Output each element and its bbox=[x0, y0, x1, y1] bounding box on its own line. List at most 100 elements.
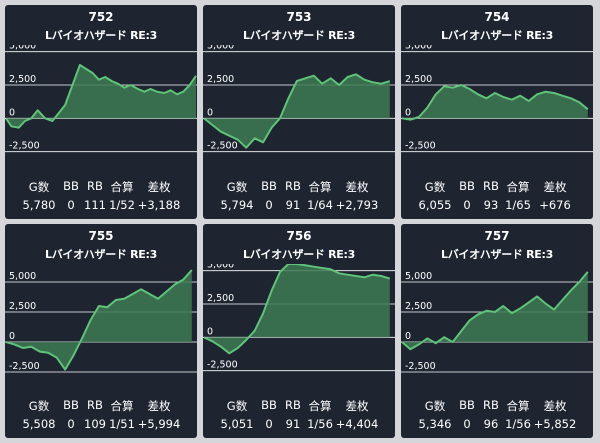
slump-chart: 5,000 2,500 0 -2,500 bbox=[203, 45, 395, 153]
stats-table: G数 BB RB 合算 差枚 5,346 0 96 1/56 +5,852 bbox=[405, 398, 589, 436]
header-diff: 差枚 bbox=[543, 180, 567, 194]
header-games: G数 bbox=[28, 399, 50, 413]
stats-header-row: G数 BB RB 合算 差枚 bbox=[207, 179, 391, 197]
stats-table: G数 BB RB 合算 差枚 6,055 0 93 1/65 +676 bbox=[405, 179, 589, 217]
value-games: 5,508 bbox=[22, 417, 56, 431]
slump-area bbox=[6, 65, 196, 128]
slump-line bbox=[401, 84, 589, 121]
machine-number: 756 bbox=[286, 229, 312, 243]
header-combined: 合算 bbox=[506, 180, 530, 194]
header-rb: RB bbox=[285, 398, 301, 412]
value-games: 5,051 bbox=[220, 417, 254, 431]
header-combined: 合算 bbox=[506, 399, 530, 413]
value-diff: +676 bbox=[539, 198, 571, 212]
value-diff: +2,793 bbox=[335, 198, 379, 212]
machine-card-752[interactable]: 752 Lバイオハザード RE:3 5,000 2,500 0 -2,500 G数 BB RB 合… bbox=[5, 5, 197, 219]
slump-line bbox=[203, 264, 391, 355]
stats-header-row: G数 BB RB 合算 差枚 bbox=[405, 179, 589, 197]
value-rb: 91 bbox=[285, 417, 301, 431]
value-bb: 0 bbox=[265, 198, 273, 212]
machine-name: Lバイオハザード RE:3 bbox=[441, 248, 553, 261]
value-bb: 0 bbox=[463, 198, 471, 212]
y-tick-label: 2,500 bbox=[207, 74, 234, 85]
slump-line bbox=[203, 73, 391, 149]
machine-number: 752 bbox=[88, 10, 114, 24]
y-tick-label: 0 bbox=[9, 331, 15, 342]
slump-line bbox=[401, 271, 589, 351]
slump-area bbox=[402, 271, 588, 350]
stats-header-row: G数 BB RB 合算 差枚 bbox=[9, 398, 193, 416]
value-diff: +3,188 bbox=[137, 198, 181, 212]
machine-name: Lバイオハザード RE:3 bbox=[45, 29, 157, 42]
header-combined: 合算 bbox=[308, 180, 332, 194]
value-bb: 0 bbox=[265, 417, 273, 431]
slump-area bbox=[204, 264, 390, 354]
y-tick-label: 0 bbox=[9, 107, 15, 118]
header-rb: RB bbox=[87, 398, 103, 412]
machine-card-755[interactable]: 755 Lバイオハザード RE:3 5,000 2,500 0 -2,500 G数 BB RB 合… bbox=[5, 224, 197, 438]
slump-line bbox=[5, 269, 193, 371]
machine-card-753[interactable]: 753 Lバイオハザード RE:3 5,000 2,500 0 -2,500 G数 BB RB 合… bbox=[203, 5, 395, 219]
slump-chart: 5,000 2,500 0 -2,500 bbox=[203, 264, 395, 372]
header-combined: 合算 bbox=[110, 399, 134, 413]
value-games: 6,055 bbox=[418, 198, 452, 212]
slump-line bbox=[5, 64, 197, 129]
header-bb: BB bbox=[261, 398, 277, 412]
y-tick-label: -2,500 bbox=[9, 141, 40, 152]
value-games: 5,346 bbox=[418, 417, 452, 431]
machine-name: Lバイオハザード RE:3 bbox=[441, 29, 553, 42]
stats-value-row: 5,794 0 91 1/64 +2,793 bbox=[207, 198, 391, 216]
header-diff: 差枚 bbox=[345, 180, 369, 194]
slump-chart: 5,000 2,500 0 -2,500 bbox=[401, 271, 593, 373]
y-tick-label: 5,000 bbox=[9, 45, 36, 52]
header-rb: RB bbox=[483, 398, 499, 412]
stats-header-row: G数 BB RB 合算 差枚 bbox=[9, 179, 193, 197]
header-games: G数 bbox=[28, 180, 50, 194]
y-tick-label: 0 bbox=[405, 331, 411, 342]
machine-number: 754 bbox=[484, 10, 510, 24]
stats-value-row: 5,780 0 111 1/52 +3,188 bbox=[9, 198, 193, 216]
slump-chart: 5,000 2,500 0 -2,500 bbox=[5, 269, 197, 373]
y-tick-label: 2,500 bbox=[405, 74, 432, 85]
slump-chart: 5,000 2,500 0 -2,500 bbox=[401, 45, 593, 153]
value-diff: +5,994 bbox=[137, 417, 181, 431]
value-diff: +5,852 bbox=[533, 417, 577, 431]
y-tick-label: 0 bbox=[405, 107, 411, 118]
y-tick-label: -2,500 bbox=[405, 141, 436, 152]
value-combined: 1/64 bbox=[307, 198, 333, 212]
stats-value-row: 5,508 0 109 1/51 +5,994 bbox=[9, 417, 193, 435]
value-rb: 96 bbox=[483, 417, 499, 431]
stats-value-row: 6,055 0 93 1/65 +676 bbox=[405, 198, 589, 216]
machine-number: 753 bbox=[286, 10, 312, 24]
header-rb: RB bbox=[483, 179, 499, 193]
y-tick-label: 2,500 bbox=[9, 301, 36, 312]
value-combined: 1/52 bbox=[109, 198, 135, 212]
stats-table: G数 BB RB 合算 差枚 5,051 0 91 1/56 +4,404 bbox=[207, 398, 391, 436]
header-games: G数 bbox=[424, 399, 446, 413]
machine-card-757[interactable]: 757 Lバイオハザード RE:3 5,000 2,500 0 -2,500 G数 BB RB 合… bbox=[401, 224, 593, 438]
y-tick-label: 0 bbox=[207, 326, 213, 337]
header-bb: BB bbox=[459, 179, 475, 193]
machine-name: Lバイオハザード RE:3 bbox=[243, 29, 355, 42]
machine-name: Lバイオハザード RE:3 bbox=[45, 248, 157, 261]
y-tick-label: 2,500 bbox=[9, 74, 36, 85]
value-diff: +4,404 bbox=[335, 417, 379, 431]
y-tick-label: 5,000 bbox=[405, 271, 432, 282]
header-diff: 差枚 bbox=[543, 399, 567, 413]
header-rb: RB bbox=[285, 179, 301, 193]
machine-number: 757 bbox=[484, 229, 510, 243]
y-tick-label: -2,500 bbox=[207, 141, 238, 152]
value-combined: 1/56 bbox=[307, 417, 333, 431]
header-diff: 差枚 bbox=[345, 399, 369, 413]
stats-value-row: 5,346 0 96 1/56 +5,852 bbox=[405, 417, 589, 435]
value-bb: 0 bbox=[463, 417, 471, 431]
header-bb: BB bbox=[63, 179, 79, 193]
value-games: 5,794 bbox=[220, 198, 254, 212]
stats-header-row: G数 BB RB 合算 差枚 bbox=[207, 398, 391, 416]
stats-value-row: 5,051 0 91 1/56 +4,404 bbox=[207, 417, 391, 435]
machine-card-756[interactable]: 756 Lバイオハザード RE:3 5,000 2,500 0 -2,500 G数 BB RB 合… bbox=[203, 224, 395, 438]
slump-area bbox=[204, 74, 390, 148]
machine-card-754[interactable]: 754 Lバイオハザード RE:3 5,000 2,500 0 -2,500 G数 BB RB 合… bbox=[401, 5, 593, 219]
value-rb: 93 bbox=[483, 198, 499, 212]
machine-name: Lバイオハザード RE:3 bbox=[243, 248, 355, 261]
